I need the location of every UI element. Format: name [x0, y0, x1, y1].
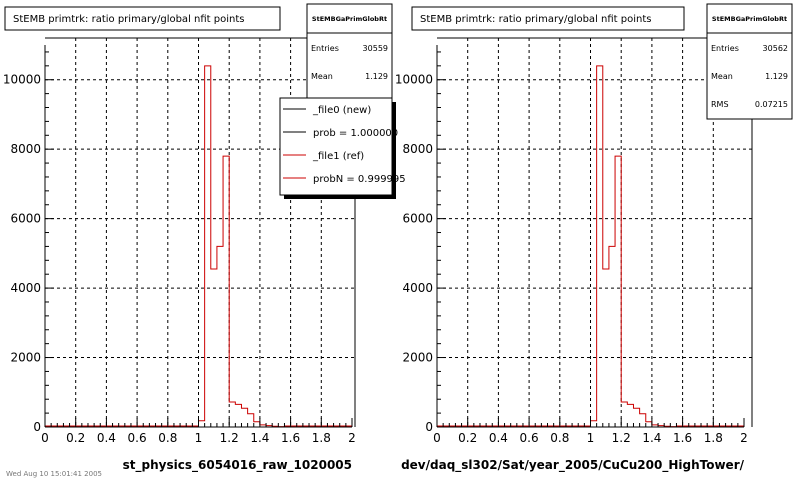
x-axis-title: dev/daq_sl302/Sat/year_2005/CuCu200_High… — [401, 458, 745, 473]
stats-value: 1.129 — [765, 72, 788, 81]
x-tick-label: 0.8 — [550, 431, 569, 445]
x-tick-label: 0.4 — [489, 431, 508, 445]
x-tick-label: 0.2 — [66, 431, 85, 445]
y-tick-label: 4000 — [10, 281, 41, 295]
x-axis-title: st_physics_6054016_raw_1020005 — [123, 458, 352, 473]
x-tick-label: 0.4 — [97, 431, 116, 445]
x-tick-label: 1.4 — [642, 431, 661, 445]
y-tick-label: 2000 — [402, 351, 433, 365]
y-tick-label: 8000 — [402, 142, 433, 156]
x-tick-label: 2 — [348, 431, 356, 445]
stats-label: Mean — [711, 72, 733, 81]
y-tick-label: 6000 — [402, 212, 433, 226]
chart-1: 0 0.2 0.4 0.6 0.8 1 1.2 1.4 1.6 1.8 2 0 2000 4000 6000… — [3, 3, 406, 473]
legend-label: prob = 1.000000 — [313, 128, 398, 139]
x-tick-label: 1.8 — [704, 431, 723, 445]
x-tick-label: 1 — [195, 431, 203, 445]
chart-title: StEMB primtrk: ratio primary/global nfit… — [13, 14, 244, 25]
stats-label: Mean — [311, 72, 333, 81]
stats-box — [706, 3, 793, 120]
chart-title: StEMB primtrk: ratio primary/global nfit… — [420, 14, 651, 25]
stats-label: Entries — [311, 44, 339, 53]
stats-name: StEMBGaPrimGlobRt — [312, 15, 387, 23]
stats-label: RMS — [711, 100, 729, 109]
y-tick-label: 6000 — [10, 212, 41, 226]
x-tick-label: 1.2 — [612, 431, 631, 445]
x-tick-label: 2 — [740, 431, 748, 445]
title-box — [411, 6, 685, 31]
x-tick-label: 0 — [41, 431, 49, 445]
legend-label: probN = 0.999995 — [313, 174, 406, 185]
title-box — [4, 6, 281, 31]
legend-box — [279, 97, 393, 196]
x-tick-label: 0.8 — [158, 431, 177, 445]
stats-name: StEMBGaPrimGlobRt — [712, 15, 787, 23]
stats-value: 30562 — [763, 44, 788, 53]
x-tick-label: 1.6 — [673, 431, 692, 445]
x-tick-label: 0.6 — [128, 431, 147, 445]
x-tick-label: 1.2 — [220, 431, 239, 445]
y-tick-label: 10000 — [395, 73, 433, 87]
stats-box — [306, 3, 393, 107]
y-tick-label: 4000 — [402, 281, 433, 295]
x-tick-label: 1.6 — [281, 431, 300, 445]
stats-value: 1.129 — [365, 72, 388, 81]
footer-timestamp: Wed Aug 10 15:01:41 2005 — [6, 470, 102, 478]
chart-2: 0 0.2 0.4 0.6 0.8 1 1.2 1.4 1.6 1.8 2 0 2000 4000 6000… — [395, 3, 793, 473]
stats-value: 0.07215 — [755, 100, 788, 109]
y-tick-label: 2000 — [10, 351, 41, 365]
x-tick-label: 0.2 — [458, 431, 477, 445]
x-tick-label: 1.4 — [250, 431, 269, 445]
legend-label: _file0 (new) — [312, 105, 371, 116]
legend-label: _file1 (ref) — [312, 151, 364, 162]
stats-label: Entries — [711, 44, 739, 53]
x-tick-label: 1 — [587, 431, 595, 445]
stats-value: 30559 — [363, 44, 388, 53]
x-tick-label: 0 — [433, 431, 441, 445]
y-tick-label: 0 — [425, 420, 433, 434]
x-tick-label: 1.8 — [312, 431, 331, 445]
histogram-series-1 — [437, 65, 744, 428]
y-tick-label: 10000 — [3, 73, 41, 87]
y-tick-label: 0 — [33, 420, 41, 434]
y-tick-label: 8000 — [10, 142, 41, 156]
x-tick-label: 0.6 — [520, 431, 539, 445]
